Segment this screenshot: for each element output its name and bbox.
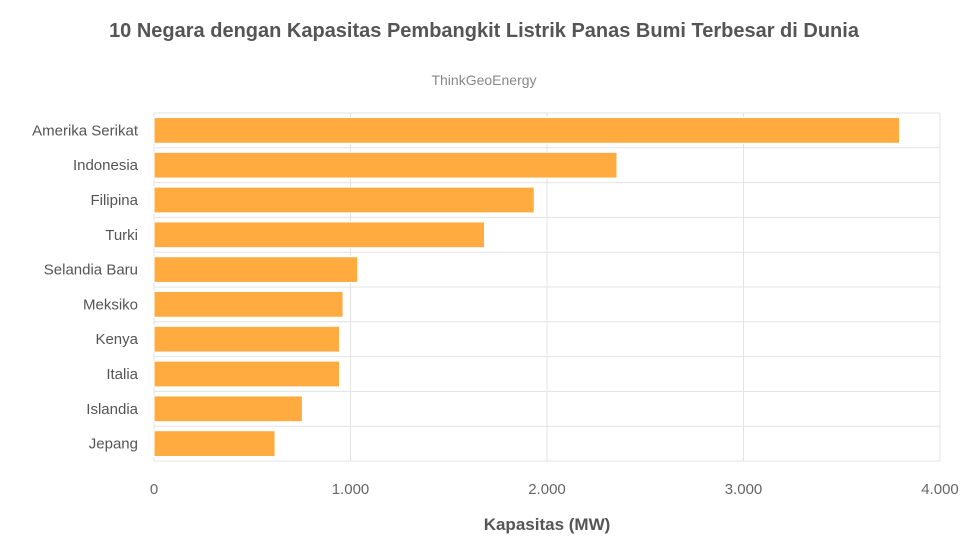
category-label: Meksiko bbox=[83, 296, 138, 313]
bar bbox=[153, 360, 340, 388]
bar bbox=[153, 186, 535, 214]
category-label: Jepang bbox=[89, 436, 138, 453]
x-tick-label: 1.000 bbox=[332, 481, 370, 498]
bar bbox=[153, 117, 901, 144]
bar bbox=[153, 221, 486, 249]
category-label: Selandia Baru bbox=[44, 262, 138, 279]
category-label: Indonesia bbox=[73, 157, 139, 174]
x-tick-label: 3.000 bbox=[725, 481, 763, 498]
bar bbox=[153, 395, 303, 423]
chart-subtitle: ThinkGeoEnergy bbox=[431, 72, 536, 88]
category-label: Amerika Serikat bbox=[32, 122, 139, 139]
tick-label-layer: 0 1.000 2.000 3.000 4.000 bbox=[150, 481, 959, 498]
chart-title: 10 Negara dengan Kapasitas Pembangkit Li… bbox=[109, 20, 860, 42]
category-label-layer: Amerika Serikat Indonesia Filipina Turki Sel… bbox=[32, 122, 139, 452]
category-label: Islandia bbox=[86, 401, 138, 418]
bar bbox=[153, 291, 344, 318]
category-label: Filipina bbox=[90, 192, 138, 209]
category-label: Turki bbox=[105, 227, 138, 244]
x-axis-title: Kapasitas (MW) bbox=[484, 515, 611, 534]
category-label: Italia bbox=[106, 366, 138, 383]
bar bbox=[153, 256, 359, 283]
bar bbox=[153, 430, 276, 457]
category-label: Kenya bbox=[95, 331, 138, 348]
bar bbox=[153, 325, 340, 353]
x-tick-label: 2.000 bbox=[528, 481, 566, 498]
x-tick-label: 4.000 bbox=[921, 481, 959, 498]
bar-layer bbox=[153, 117, 901, 457]
bar bbox=[153, 151, 618, 179]
x-tick-label: 0 bbox=[150, 481, 158, 498]
